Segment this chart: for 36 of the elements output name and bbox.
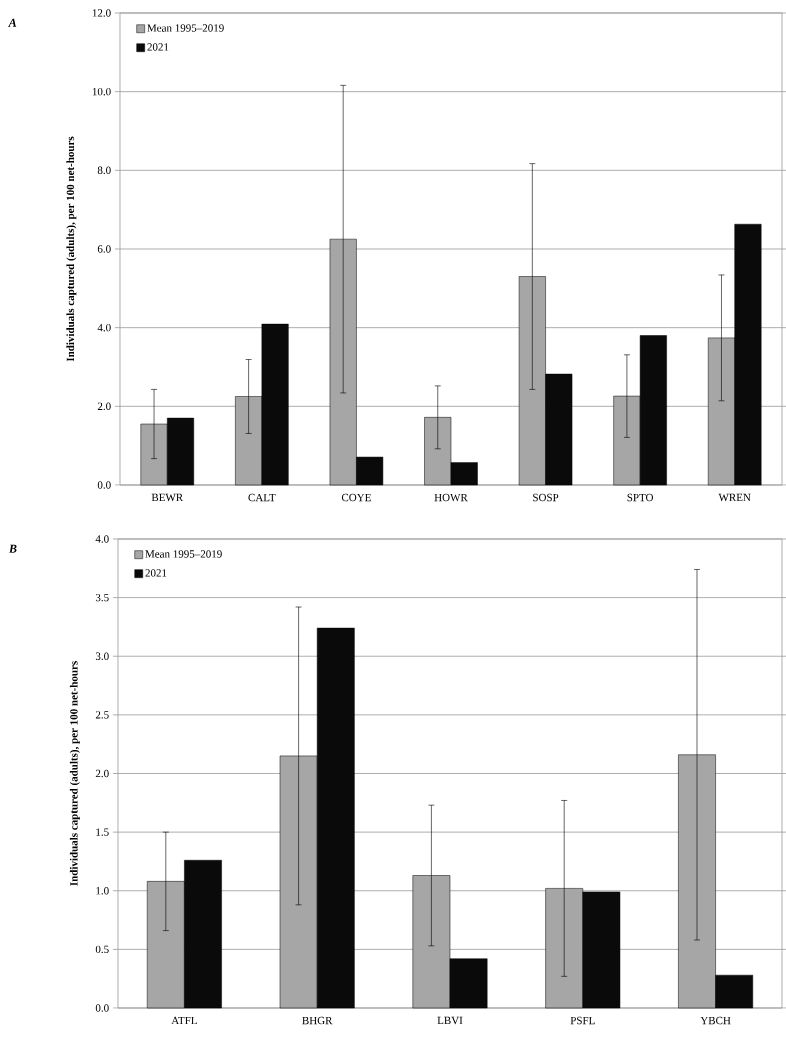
legend-label: 2021 xyxy=(145,569,167,577)
legend-label: 2021 xyxy=(147,43,169,51)
legend-label: Mean 1995–2019 xyxy=(145,550,222,558)
y-axis-title: Individuals captured (adults), per 100 net-hours xyxy=(69,661,80,886)
y-tick-label: 4.0 xyxy=(95,535,109,543)
y-tick-label: 12.0 xyxy=(92,9,111,17)
y-tick-label: 0.5 xyxy=(95,945,109,954)
x-tick-label: BEWR xyxy=(151,493,184,502)
x-tick-label: BHGR xyxy=(302,1016,333,1025)
y-tick-label: 6.0 xyxy=(97,245,111,253)
y-tick-label: 2.5 xyxy=(95,711,109,719)
x-tick-label: PSFL xyxy=(570,1016,595,1025)
y-tick-label: 1.0 xyxy=(96,887,109,895)
x-tick-label: SPTO xyxy=(627,493,654,502)
x-tick-label: WREN xyxy=(718,493,751,502)
x-tick-label: YBCH xyxy=(700,1016,731,1025)
y-tick-label: 10.0 xyxy=(92,87,111,96)
y-tick-label: 8.0 xyxy=(97,166,111,175)
y-tick-label: 2.0 xyxy=(97,402,111,411)
y-tick-label: 3.5 xyxy=(95,593,109,602)
x-tick-label: SOSP xyxy=(533,493,559,502)
y-axis-title: Individuals captured (adults), per 100 net-hours xyxy=(66,136,77,362)
x-tick-label: LBVI xyxy=(437,1016,463,1025)
y-tick-label: 0.0 xyxy=(97,481,111,489)
text: B xyxy=(8,544,17,553)
x-tick-label: COYE xyxy=(341,493,371,502)
y-tick-label: 3.0 xyxy=(95,652,109,660)
y-tick-label: 4.0 xyxy=(97,323,111,332)
x-tick-label: HOWR xyxy=(434,493,468,502)
y-tick-label: 0.0 xyxy=(95,1004,109,1012)
y-tick-label: 1.5 xyxy=(96,828,109,836)
x-tick-label: CALT xyxy=(248,493,276,502)
y-tick-label: 2.0 xyxy=(95,769,109,778)
x-tick-label: ATFL xyxy=(171,1016,197,1025)
text: A xyxy=(8,18,17,27)
legend-label: Mean 1995–2019 xyxy=(147,24,224,32)
